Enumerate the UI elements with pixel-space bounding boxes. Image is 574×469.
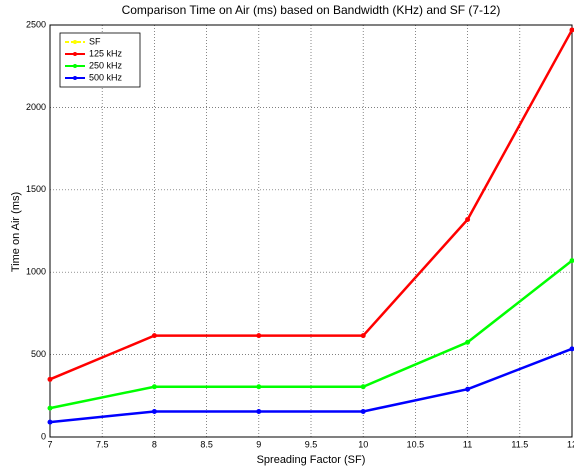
point: [151, 333, 157, 339]
plot-area: [50, 25, 572, 437]
y-axis-label: Time on Air (ms): [10, 192, 22, 272]
point: [47, 376, 53, 382]
y-tick-label: 1500: [26, 184, 46, 194]
series-line: [49, 259, 573, 410]
point: [360, 384, 366, 390]
series-line: [49, 29, 574, 381]
y-tick-label: 0: [41, 431, 46, 441]
point: [360, 408, 366, 414]
x-tick-label: 10: [358, 439, 368, 449]
point: [151, 384, 157, 390]
legend-marker: [73, 64, 77, 68]
y-tick-label: 1000: [26, 267, 46, 277]
y-tick-label: 2500: [26, 19, 46, 29]
y-tick-label: 2000: [26, 102, 46, 112]
plot-frame: [49, 24, 573, 438]
x-tick-label: 8: [152, 439, 157, 449]
point: [360, 333, 366, 339]
x-tick-label: 11: [463, 439, 472, 449]
point: [47, 405, 53, 411]
point: [465, 339, 471, 345]
point: [151, 408, 157, 414]
point: [256, 333, 262, 339]
x-tick-label: 9.5: [305, 439, 318, 449]
x-tick-label: 7: [47, 439, 52, 449]
y-tick-label: 500: [31, 349, 46, 359]
legend-label: 500 kHz: [89, 72, 123, 82]
legend-label: SF: [89, 36, 101, 46]
legend-marker: [73, 76, 77, 80]
legend-label: 125 kHz: [89, 48, 123, 58]
chart-title: Comparison Time on Air (ms) based on Ban…: [122, 3, 501, 17]
point: [47, 419, 53, 425]
legend-marker: [73, 52, 77, 56]
point: [256, 408, 262, 414]
point: [569, 258, 574, 264]
point: [569, 27, 574, 33]
x-tick-label: 11.5: [511, 439, 528, 449]
legend-marker: [73, 40, 77, 44]
x-tick-label: 9: [256, 439, 261, 449]
point: [256, 384, 262, 390]
x-tick-label: 8.5: [200, 439, 213, 449]
point: [569, 346, 574, 352]
point: [465, 386, 471, 392]
x-axis-label: Spreading Factor (SF): [257, 454, 366, 466]
x-tick-label: 10.5: [407, 439, 425, 449]
point: [465, 216, 471, 222]
x-tick-label: 7.5: [96, 439, 109, 449]
x-tick-label: 12: [567, 439, 574, 449]
legend-label: 250 kHz: [89, 60, 123, 70]
series-line: [49, 347, 573, 424]
